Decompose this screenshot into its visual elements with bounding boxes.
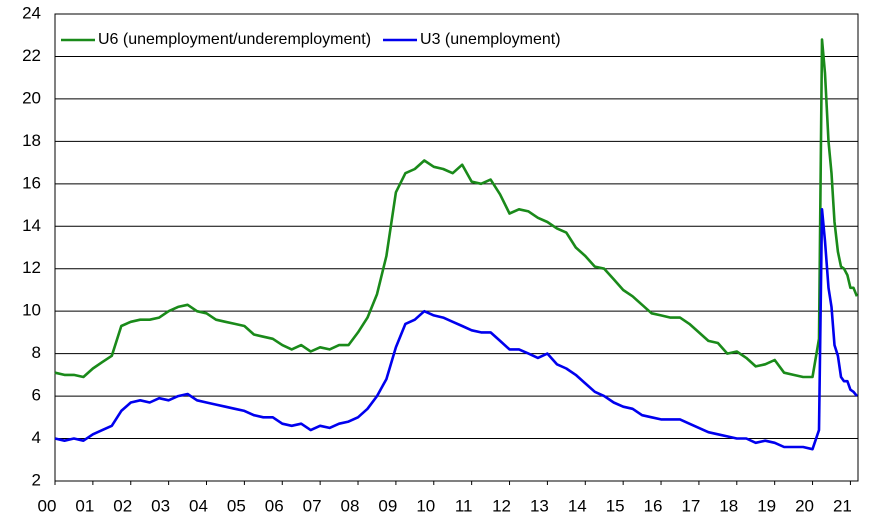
x-tick-label: 19 xyxy=(757,496,776,515)
y-tick-label: 6 xyxy=(32,386,41,405)
x-tick-label: 05 xyxy=(227,496,246,515)
y-tick-label: 20 xyxy=(22,88,41,107)
series-line xyxy=(54,38,859,379)
x-tick-label: 13 xyxy=(530,496,549,515)
series-line xyxy=(54,208,858,451)
y-tick-label: 10 xyxy=(22,301,41,320)
legend-box xyxy=(57,26,575,54)
x-tick-label: 20 xyxy=(795,496,814,515)
y-tick-label: 16 xyxy=(22,173,41,192)
y-tick-label: 14 xyxy=(22,216,41,235)
x-tick-label: 07 xyxy=(303,496,322,515)
y-tick-label: 24 xyxy=(22,3,41,22)
x-tick-label: 16 xyxy=(644,496,663,515)
x-tick-label: 08 xyxy=(341,496,360,515)
y-tick-label: 8 xyxy=(32,343,41,362)
y-tick-label: 2 xyxy=(32,470,41,489)
x-tick-label: 10 xyxy=(416,496,435,515)
x-tick-label: 12 xyxy=(492,496,511,515)
plot-frame xyxy=(54,13,859,482)
x-tick-label: 09 xyxy=(378,496,397,515)
x-tick-label: 06 xyxy=(265,496,284,515)
y-tick-label: 4 xyxy=(32,428,41,447)
legend-label: U3 (unemployment) xyxy=(420,31,561,48)
y-tick-label: 12 xyxy=(22,258,41,277)
x-tick-label: 01 xyxy=(75,496,94,515)
y-tick-label: 22 xyxy=(22,46,41,65)
x-tick-label: 15 xyxy=(606,496,625,515)
legend-label: U6 (unemployment/underemployment) xyxy=(98,31,371,48)
y-tick-label: 18 xyxy=(22,131,41,150)
x-tick-label: 14 xyxy=(568,496,587,515)
x-tick-label: 04 xyxy=(189,496,208,515)
x-tick-label: 02 xyxy=(113,496,132,515)
x-tick-label: 00 xyxy=(38,496,57,515)
x-tick-label: 18 xyxy=(719,496,738,515)
x-tick-label: 21 xyxy=(833,496,852,515)
x-tick-label: 11 xyxy=(455,496,473,515)
x-tick-label: 03 xyxy=(151,496,170,515)
x-tick-label: 17 xyxy=(681,496,700,515)
